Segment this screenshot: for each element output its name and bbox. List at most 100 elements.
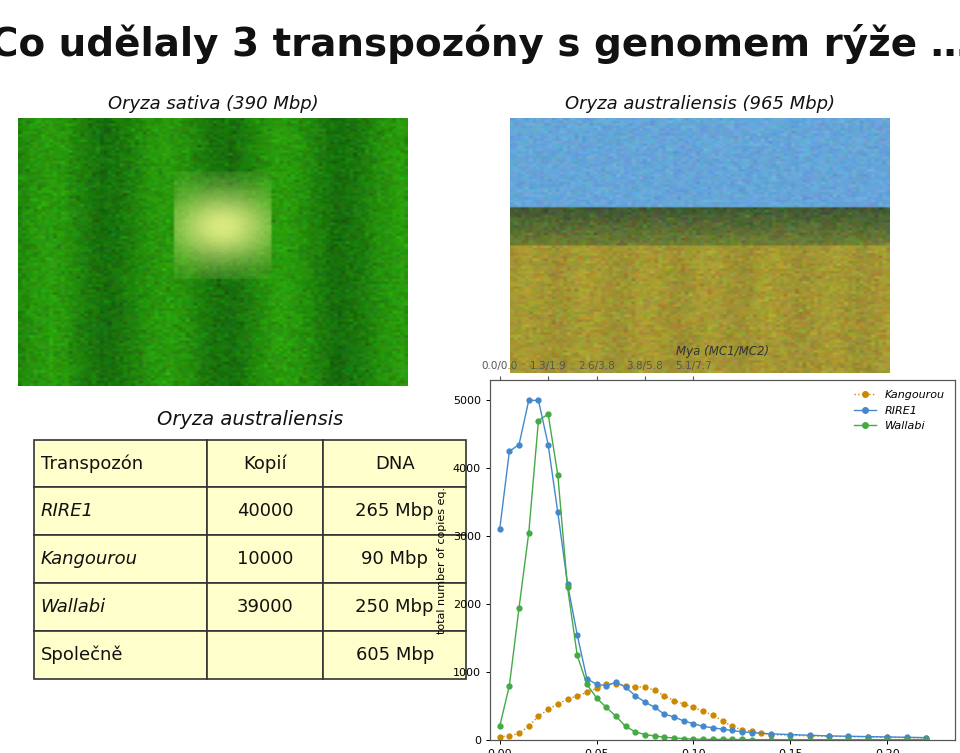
Text: Kopií: Kopií bbox=[243, 454, 287, 473]
RIRE1 bbox=[590, 680, 602, 689]
RIRE1 bbox=[687, 719, 699, 728]
FancyBboxPatch shape bbox=[206, 440, 324, 487]
Kangourou bbox=[921, 733, 932, 742]
Wallabi bbox=[824, 735, 835, 744]
RIRE1 bbox=[552, 508, 564, 517]
Wallabi bbox=[639, 730, 651, 739]
Text: Co udělaly 3 transpozóny s genomem rýže …: Co udělaly 3 transpozóny s genomem rýže … bbox=[0, 24, 960, 64]
Wallabi bbox=[523, 529, 535, 538]
Wallabi bbox=[697, 735, 708, 744]
Text: Společně: Společně bbox=[40, 645, 123, 664]
FancyBboxPatch shape bbox=[34, 631, 206, 679]
Wallabi bbox=[504, 681, 516, 691]
FancyBboxPatch shape bbox=[34, 583, 206, 631]
RIRE1 bbox=[668, 712, 680, 721]
FancyBboxPatch shape bbox=[324, 535, 466, 583]
Text: Oryza australiensis: Oryza australiensis bbox=[156, 410, 343, 429]
Wallabi bbox=[601, 703, 612, 712]
Kangourou bbox=[843, 732, 854, 741]
Wallabi bbox=[571, 651, 583, 660]
Kangourou bbox=[504, 731, 516, 740]
Wallabi bbox=[514, 603, 525, 612]
Kangourou bbox=[659, 691, 670, 700]
Wallabi bbox=[717, 735, 729, 744]
Kangourou bbox=[620, 681, 632, 691]
Text: Transpozón: Transpozón bbox=[40, 454, 143, 473]
Kangourou bbox=[668, 696, 680, 705]
Text: 605 Mbp: 605 Mbp bbox=[355, 646, 434, 664]
RIRE1 bbox=[727, 726, 738, 735]
RIRE1 bbox=[504, 447, 516, 456]
Wallabi bbox=[630, 727, 641, 736]
RIRE1 bbox=[678, 716, 689, 725]
FancyBboxPatch shape bbox=[324, 583, 466, 631]
RIRE1 bbox=[630, 691, 641, 700]
Text: DNA: DNA bbox=[374, 455, 415, 473]
Kangourou bbox=[900, 733, 912, 742]
FancyBboxPatch shape bbox=[34, 535, 206, 583]
Line: Kangourou: Kangourou bbox=[497, 681, 928, 740]
Y-axis label: total number of copies eq.: total number of copies eq. bbox=[438, 486, 447, 633]
Kangourou bbox=[736, 725, 748, 734]
RIRE1 bbox=[900, 733, 912, 742]
RIRE1 bbox=[697, 722, 708, 731]
Wallabi bbox=[678, 734, 689, 743]
RIRE1 bbox=[523, 396, 535, 405]
FancyBboxPatch shape bbox=[34, 487, 206, 535]
FancyBboxPatch shape bbox=[206, 535, 324, 583]
Text: 250 Mbp: 250 Mbp bbox=[355, 598, 434, 616]
Kangourou bbox=[881, 733, 893, 742]
Wallabi bbox=[921, 735, 932, 744]
RIRE1 bbox=[533, 396, 544, 405]
X-axis label: Mya (MC1/MC2): Mya (MC1/MC2) bbox=[676, 346, 769, 358]
Wallabi bbox=[620, 722, 632, 731]
Wallabi bbox=[900, 735, 912, 744]
RIRE1 bbox=[571, 630, 583, 639]
Text: Oryza australiensis (965 Mbp): Oryza australiensis (965 Mbp) bbox=[565, 95, 835, 113]
RIRE1 bbox=[601, 681, 612, 691]
Kangourou bbox=[514, 729, 525, 738]
RIRE1 bbox=[824, 731, 835, 740]
FancyBboxPatch shape bbox=[324, 487, 466, 535]
Kangourou bbox=[824, 732, 835, 741]
Wallabi bbox=[881, 735, 893, 744]
Kangourou bbox=[611, 679, 622, 688]
Kangourou bbox=[765, 730, 777, 739]
Kangourou bbox=[552, 700, 564, 709]
FancyBboxPatch shape bbox=[206, 583, 324, 631]
Kangourou bbox=[649, 686, 660, 695]
Line: Wallabi: Wallabi bbox=[497, 412, 928, 742]
RIRE1 bbox=[746, 728, 757, 737]
Kangourou bbox=[601, 680, 612, 689]
Kangourou bbox=[756, 729, 767, 738]
Wallabi bbox=[862, 735, 874, 744]
Wallabi bbox=[494, 722, 506, 731]
Wallabi bbox=[687, 734, 699, 743]
RIRE1 bbox=[736, 727, 748, 736]
RIRE1 bbox=[765, 730, 777, 739]
FancyBboxPatch shape bbox=[206, 631, 324, 679]
FancyBboxPatch shape bbox=[206, 487, 324, 535]
RIRE1 bbox=[921, 733, 932, 742]
RIRE1 bbox=[514, 440, 525, 449]
Text: Kangourou: Kangourou bbox=[40, 550, 137, 569]
Wallabi bbox=[533, 416, 544, 425]
Wallabi bbox=[581, 680, 592, 689]
Text: RIRE1: RIRE1 bbox=[40, 502, 94, 520]
Wallabi bbox=[542, 410, 554, 419]
Kangourou bbox=[639, 682, 651, 691]
Wallabi bbox=[611, 712, 622, 721]
Text: Wallabi: Wallabi bbox=[40, 598, 106, 616]
Text: 39000: 39000 bbox=[237, 598, 294, 616]
RIRE1 bbox=[659, 709, 670, 718]
Wallabi bbox=[668, 733, 680, 742]
Wallabi bbox=[804, 735, 815, 744]
Kangourou bbox=[571, 691, 583, 700]
FancyBboxPatch shape bbox=[34, 440, 206, 487]
RIRE1 bbox=[862, 732, 874, 741]
Kangourou bbox=[562, 695, 573, 704]
Kangourou bbox=[697, 707, 708, 716]
Kangourou bbox=[533, 712, 544, 721]
Text: Oryza sativa (390 Mbp): Oryza sativa (390 Mbp) bbox=[108, 95, 319, 113]
Kangourou bbox=[717, 716, 729, 725]
